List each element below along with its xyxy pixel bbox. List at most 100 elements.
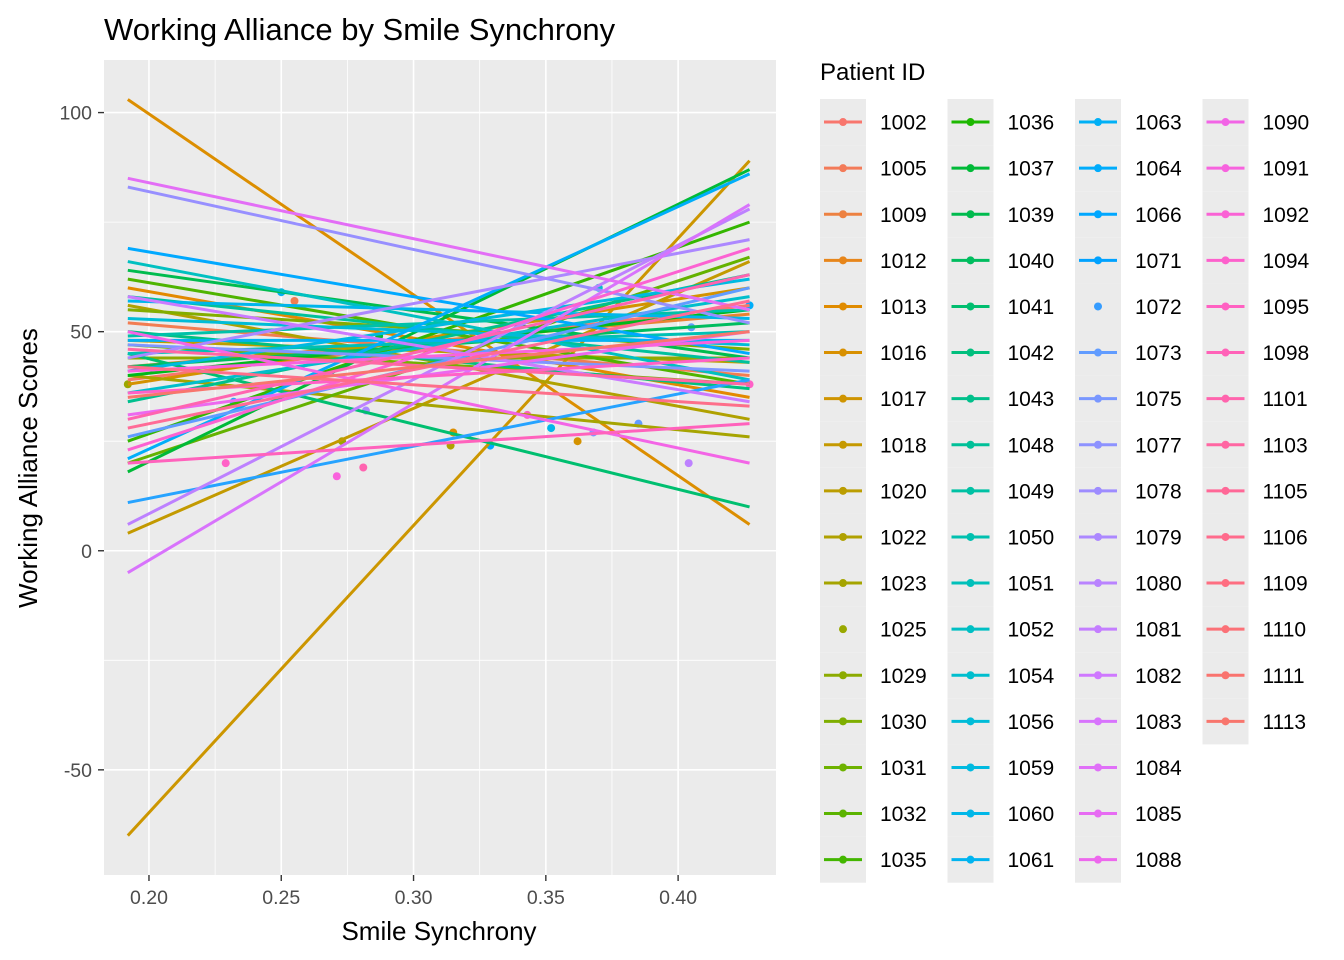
legend-label: 1111 — [1263, 665, 1305, 688]
legend-key-point — [839, 532, 847, 541]
legend-item-1059: 1059 — [947, 744, 1055, 791]
legend-label: 1009 — [880, 204, 927, 227]
legend-item-1101: 1101 — [1202, 375, 1308, 422]
legend-item-1056: 1056 — [947, 698, 1055, 745]
legend-label: 1060 — [1008, 803, 1055, 826]
legend-item-1084: 1084 — [1075, 744, 1182, 791]
legend-key-point — [966, 164, 975, 173]
legend-item-1036: 1036 — [947, 99, 1054, 146]
legend-item-1016: 1016 — [820, 329, 927, 376]
legend-key-point — [1094, 348, 1102, 357]
legend-item-1088: 1088 — [1075, 836, 1182, 883]
series-line-1072 — [127, 343, 750, 373]
legend-item-1037: 1037 — [947, 145, 1054, 192]
legend-label: 1085 — [1135, 803, 1182, 826]
legend-key-point — [1094, 164, 1102, 173]
legend-key-point — [1221, 256, 1230, 265]
legend-key-point — [966, 440, 975, 449]
data-point — [547, 424, 556, 433]
legend-label: 1084 — [1135, 757, 1182, 780]
legend-key-point — [966, 625, 975, 634]
legend-label: 1082 — [1135, 665, 1182, 688]
legend-item-1106: 1106 — [1202, 513, 1308, 560]
legend-key-point — [839, 440, 847, 449]
series-line-1017 — [126, 159, 751, 837]
legend-item-1080: 1080 — [1075, 560, 1182, 607]
legend-item-1005: 1005 — [820, 145, 927, 192]
legend-key-point — [839, 164, 847, 173]
legend-item-1091: 1091 — [1202, 145, 1310, 192]
legend-label: 1113 — [1263, 711, 1307, 734]
legend-key-point — [966, 532, 975, 541]
legend-key-point — [839, 763, 847, 772]
legend-label: 1078 — [1135, 480, 1182, 503]
x-tick-label: 0.40 — [659, 887, 697, 909]
legend-label: 1041 — [1008, 296, 1055, 319]
legend-key-point — [966, 210, 975, 219]
legend-item-1018: 1018 — [820, 421, 927, 468]
data-point — [290, 296, 299, 305]
legend-item-1078: 1078 — [1075, 467, 1182, 514]
legend-key-point — [1094, 440, 1102, 449]
legend-item-1042: 1042 — [947, 329, 1055, 376]
legend-key-point — [1094, 210, 1102, 219]
legend-item-1090: 1090 — [1202, 99, 1309, 146]
legend-label: 1098 — [1263, 342, 1310, 365]
y-tick-label: -50 — [64, 760, 92, 782]
legend-label: 1059 — [1008, 757, 1055, 780]
legend-item-1039: 1039 — [947, 191, 1054, 238]
legend-key-point — [839, 394, 847, 403]
y-axis-title: Working Alliance Scores — [13, 328, 43, 608]
legend-label: 1035 — [880, 849, 927, 872]
legend-item-1032: 1032 — [820, 790, 927, 837]
legend-label: 1101 — [1263, 388, 1308, 411]
legend-label: 1023 — [880, 573, 927, 596]
legend-key-point — [839, 118, 847, 127]
legend-label: 1022 — [880, 526, 927, 549]
legend-label: 1050 — [1008, 526, 1055, 549]
chart-title: Working Alliance by Smile Synchrony — [104, 12, 616, 47]
legend-item-1054: 1054 — [947, 652, 1055, 699]
legend-label: 1081 — [1135, 619, 1182, 642]
legend-label: 1091 — [1263, 158, 1310, 181]
legend-label: 1030 — [880, 711, 927, 734]
legend-label: 1040 — [1008, 250, 1055, 273]
legend-key-point — [1221, 302, 1230, 311]
legend-key-point — [1094, 486, 1102, 495]
legend-key-point — [1094, 118, 1102, 127]
legend-label: 1063 — [1135, 112, 1182, 135]
series-line-1060 — [127, 299, 750, 321]
legend-label: 1056 — [1008, 711, 1055, 734]
legend-item-1049: 1049 — [947, 467, 1054, 514]
legend-item-1029: 1029 — [820, 652, 927, 699]
legend-label: 1048 — [1008, 434, 1055, 457]
legend-key-point — [839, 210, 847, 219]
legend-key-point — [1221, 164, 1230, 173]
legend-label: 1095 — [1263, 296, 1310, 319]
legend-key-point — [966, 118, 975, 127]
legend-key-point — [966, 809, 975, 818]
legend-label: 1042 — [1008, 342, 1055, 365]
legend-label: 1013 — [880, 296, 927, 319]
series-line-1083 — [127, 338, 750, 373]
legend-item-1077: 1077 — [1075, 421, 1182, 468]
legend-label: 1029 — [880, 665, 927, 688]
legend-key-point — [839, 302, 847, 311]
legend-key-point — [1094, 671, 1102, 680]
legend-item-1061: 1061 — [947, 836, 1054, 883]
legend-label: 1088 — [1135, 849, 1182, 872]
legend-item-1060: 1060 — [947, 790, 1055, 837]
y-tick-label: 100 — [59, 103, 92, 125]
series-line-1052 — [127, 260, 750, 382]
data-point — [221, 459, 230, 468]
legend-item-1025: 1025 — [820, 606, 927, 653]
x-tick-label: 0.35 — [527, 887, 565, 909]
legend-item-1098: 1098 — [1202, 329, 1310, 376]
legend-item-1040: 1040 — [947, 237, 1055, 284]
legend-label: 1064 — [1135, 158, 1182, 181]
legend: 1002 1005 1009 1012 1013 1016 1017 1018 1020 1022… — [820, 99, 1310, 883]
legend-item-1085: 1085 — [1075, 790, 1182, 837]
legend-item-1017: 1017 — [820, 375, 927, 422]
legend-key-point — [1221, 717, 1230, 726]
